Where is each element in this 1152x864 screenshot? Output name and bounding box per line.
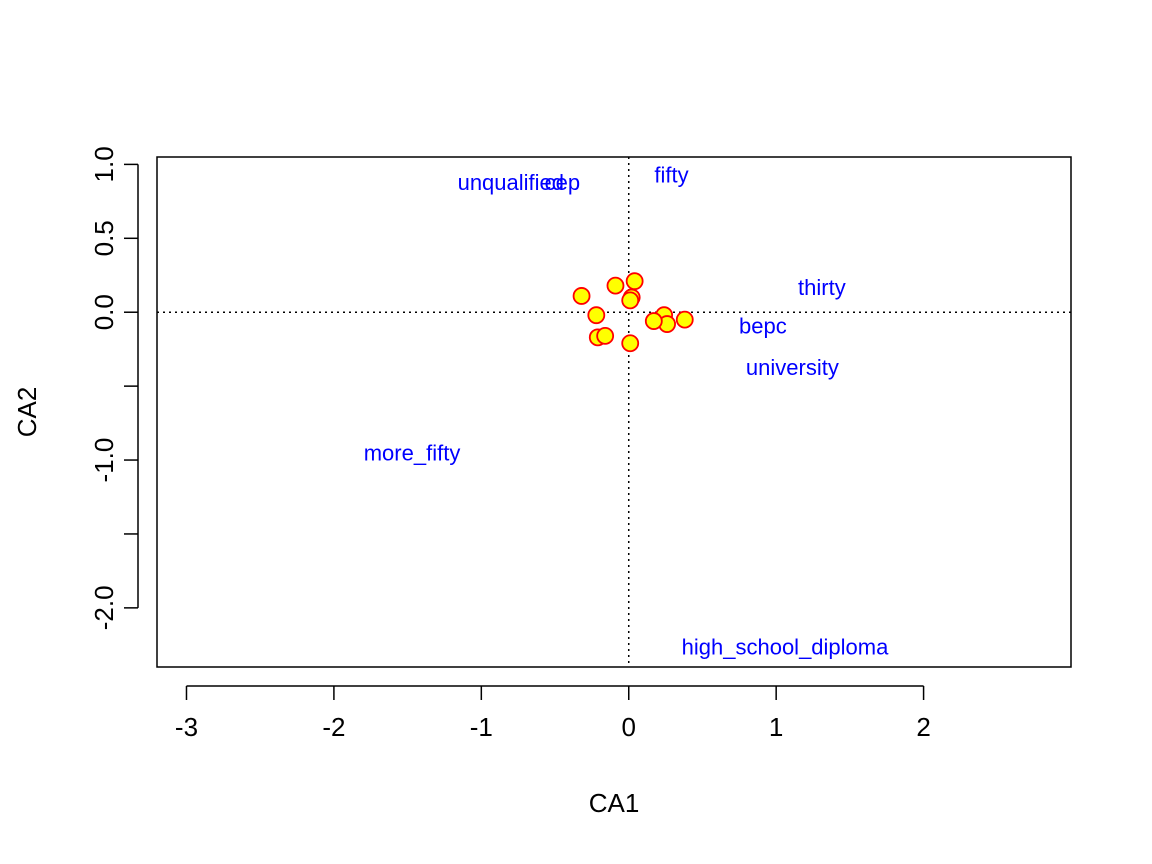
y-axis-title: CA2 <box>12 387 42 438</box>
y-tick-label: 1.0 <box>89 146 119 182</box>
reference-lines <box>157 157 1071 667</box>
x-tick-label: 2 <box>916 712 930 742</box>
x-tick-label: -1 <box>470 712 493 742</box>
column-label: high_school_diploma <box>682 634 889 659</box>
row-point <box>621 334 640 353</box>
column-label: fifty <box>654 163 688 188</box>
x-axis-title: CA1 <box>589 788 640 818</box>
row-point <box>572 287 591 305</box>
row-point <box>625 272 644 291</box>
y-tick-label: -2.0 <box>89 585 119 630</box>
y-tick-label: 0.5 <box>89 220 119 256</box>
y-tick-label: 0.0 <box>89 294 119 330</box>
column-label: more_fifty <box>364 441 461 466</box>
x-tick-label: 1 <box>769 712 783 742</box>
column-label: cep <box>545 170 580 195</box>
x-axis: -3 -2 -1 0 1 2 <box>175 685 931 742</box>
plot-area-frame <box>156 156 1072 668</box>
row-point <box>596 326 615 345</box>
y-tick-label: -1.0 <box>89 438 119 483</box>
column-label: bepc <box>739 314 787 339</box>
x-tick-label: -2 <box>322 712 345 742</box>
column-label: unqualified <box>458 170 564 195</box>
column-label: thirty <box>798 275 846 300</box>
y-axis: 1.0 0.5 0.0 -1.0 -2.0 <box>89 146 139 630</box>
row-point <box>587 306 606 325</box>
row-point <box>621 291 640 310</box>
row-point <box>675 310 694 329</box>
row-point <box>606 276 625 295</box>
x-tick-label: -3 <box>175 712 198 742</box>
row-points <box>572 272 694 353</box>
row-point <box>644 312 663 330</box>
x-tick-label: 0 <box>622 712 636 742</box>
column-label: university <box>746 355 839 380</box>
